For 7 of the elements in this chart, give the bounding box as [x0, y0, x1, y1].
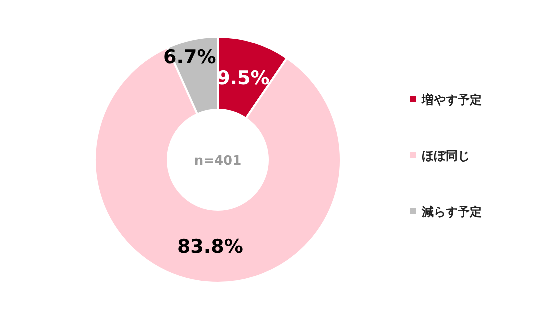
legend-label: ほぼ同じ — [422, 149, 470, 163]
legend-label: 減らす予定 — [421, 205, 482, 219]
data-label: 9.5% — [217, 67, 270, 90]
text: n=401 — [194, 154, 242, 169]
data-label: 6.7% — [164, 46, 216, 69]
legend-label: 増やす予定 — [421, 93, 482, 107]
data-label: 83.8% — [177, 236, 244, 258]
